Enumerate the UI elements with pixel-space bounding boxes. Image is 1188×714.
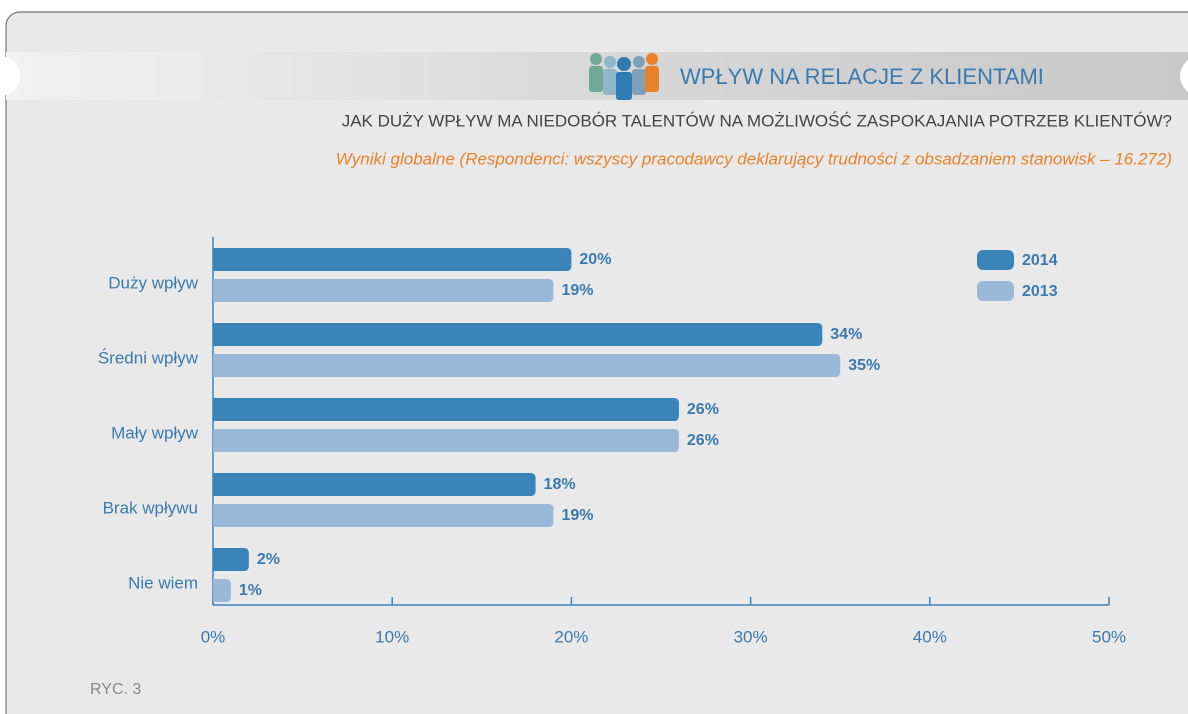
bar — [213, 248, 572, 271]
y-tick-label: Brak wpływu — [103, 498, 198, 517]
y-tick-label: Średni wpływ — [98, 348, 199, 367]
x-tick-label: 10% — [375, 627, 409, 646]
y-tick-label: Mały wpływ — [111, 423, 199, 442]
value-label: 1% — [239, 582, 262, 599]
legend-label: 2013 — [1022, 283, 1058, 300]
bar — [213, 398, 679, 421]
legend-swatch — [977, 281, 1014, 301]
value-label: 19% — [561, 507, 593, 524]
legend-label: 2014 — [1022, 252, 1058, 269]
people-icon — [589, 53, 659, 100]
x-tick-label: 50% — [1092, 627, 1126, 646]
bar — [213, 548, 249, 571]
x-tick-label: 30% — [734, 627, 768, 646]
bar — [213, 323, 823, 346]
bar — [213, 473, 536, 496]
bar — [213, 279, 554, 302]
value-label: 2% — [257, 551, 280, 568]
note: Wyniki globalne (Respondenci: wszyscy pr… — [336, 149, 1172, 168]
bar — [213, 504, 554, 527]
value-label: 26% — [687, 401, 719, 418]
bar — [213, 354, 841, 377]
value-label: 35% — [848, 357, 880, 374]
value-label: 19% — [561, 282, 593, 299]
value-label: 20% — [579, 251, 611, 268]
x-tick-label: 40% — [913, 627, 947, 646]
figure-label: RYC. 3 — [90, 681, 141, 698]
y-tick-label: Nie wiem — [128, 573, 198, 592]
subtitle: JAK DUŻY WPŁYW MA NIEDOBÓR TALENTÓW NA M… — [342, 111, 1172, 130]
legend-swatch — [977, 250, 1014, 270]
y-tick-label: Duży wpływ — [108, 273, 198, 292]
chart-title: WPŁYW NA RELACJE Z KLIENTAMI — [680, 64, 1044, 89]
x-tick-label: 0% — [201, 627, 226, 646]
x-tick-label: 20% — [554, 627, 588, 646]
value-label: 34% — [830, 326, 862, 343]
band-notch — [1180, 60, 1188, 92]
value-label: 26% — [687, 432, 719, 449]
band-notch — [0, 56, 20, 96]
bar — [213, 429, 679, 452]
value-label: 18% — [544, 476, 576, 493]
bar — [213, 579, 231, 602]
